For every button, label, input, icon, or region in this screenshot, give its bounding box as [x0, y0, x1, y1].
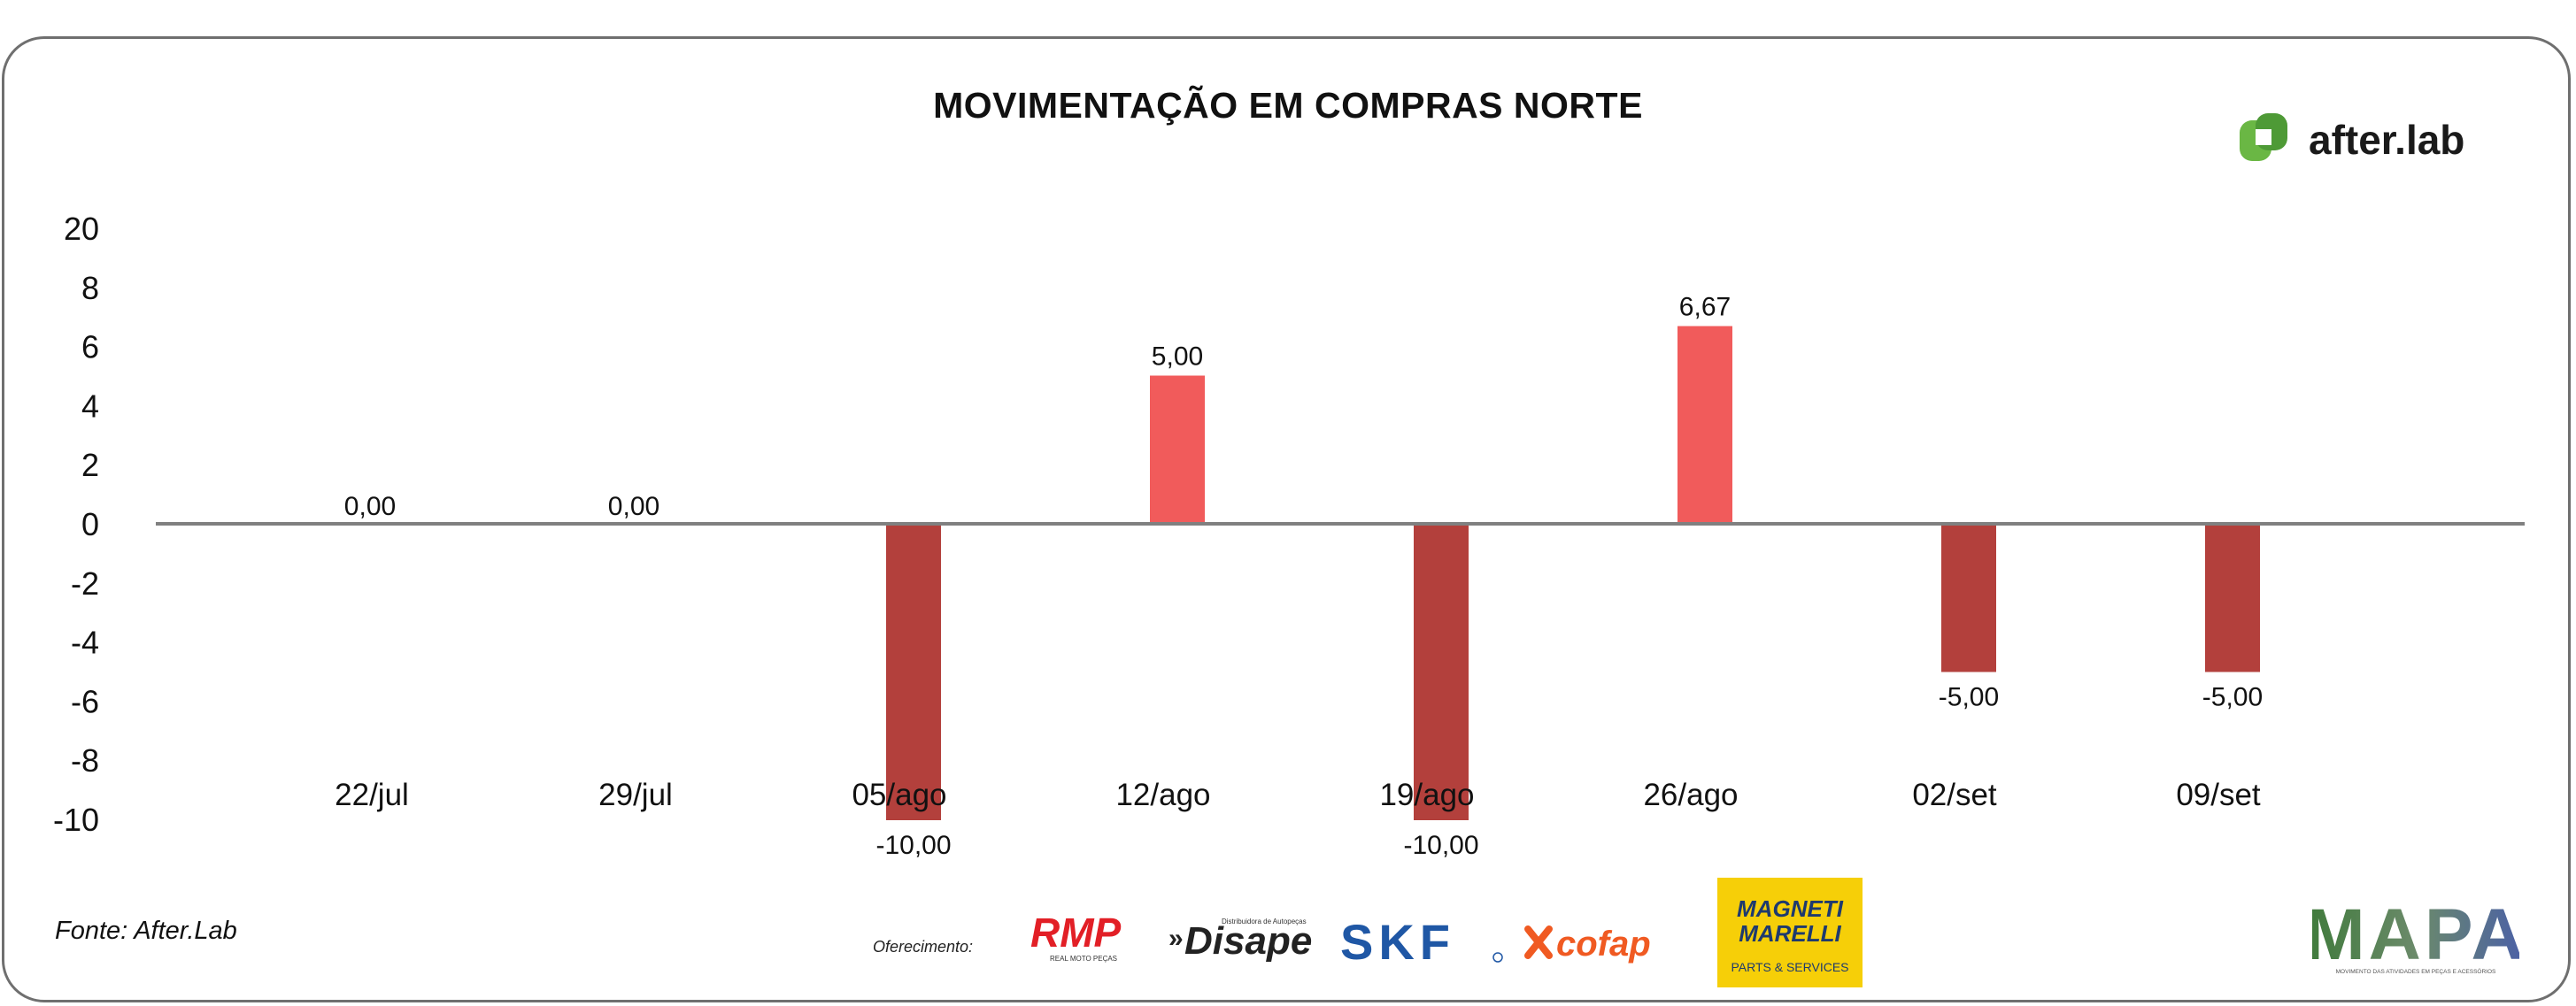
rmp-text: RMP	[1030, 911, 1122, 956]
value-label: -5,00	[1939, 683, 1999, 712]
afterlab-text: after.lab	[2309, 117, 2464, 163]
y-tick-label: -6	[71, 683, 99, 719]
x-tick-label: 26/ago	[1643, 778, 1738, 812]
bar	[2205, 524, 2260, 672]
bar	[1677, 326, 1732, 524]
y-tick-label: -8	[71, 742, 99, 779]
rmp-subtext: REAL MOTO PEÇAS	[1050, 955, 1117, 963]
x-tick-label: 09/set	[2176, 778, 2261, 812]
value-label: -10,00	[1403, 831, 1478, 860]
y-tick-label: 4	[81, 388, 99, 424]
x-tick-label: 02/set	[1912, 778, 1997, 812]
magneti-marelli-logo: MAGNETI MARELLI PARTS & SERVICES	[1717, 878, 1863, 987]
chart-title: MOVIMENTAÇÃO EM COMPRAS NORTE	[933, 85, 1643, 126]
disape-text: Disape	[1184, 919, 1312, 963]
value-labels: 0,00 0,00 -10,00 5,00 -10,00 6,67 -5,00 -5,00	[344, 293, 2263, 860]
value-label: 5,00	[1152, 342, 1203, 372]
x-tick-label: 29/jul	[598, 778, 673, 812]
value-label: -5,00	[2202, 683, 2263, 712]
x-tick-label: 05/ago	[852, 778, 946, 812]
value-label: 0,00	[608, 492, 659, 521]
value-label: 0,00	[344, 492, 396, 521]
y-tick-label: 6	[81, 329, 99, 365]
disape-subtext: Distribuidora de Autopeças	[1222, 918, 1307, 925]
y-tick-label: 20	[64, 211, 99, 247]
y-tick-label: 2	[81, 447, 99, 483]
afterlab-mark-icon	[2240, 113, 2287, 161]
bar	[886, 524, 941, 820]
y-tick-label: 8	[81, 270, 99, 306]
bar	[1414, 524, 1469, 820]
mapa-logo: MAPA MOVIMENTO DAS ATIVIDADES EM PEÇAS E…	[2312, 899, 2519, 975]
disape-logo: Distribuidora de Autopeças » Disape	[1168, 918, 1312, 963]
rmp-logo: RMP REAL MOTO PEÇAS	[1030, 911, 1122, 963]
cofap-logo: cofap	[1524, 925, 1651, 964]
bar	[1941, 524, 1996, 672]
value-label: 6,67	[1679, 293, 1731, 322]
mapa-text: MAPA	[2312, 899, 2519, 975]
x-tick-label: 19/ago	[1379, 778, 1474, 812]
magneti-text: MAGNETI	[1737, 895, 1844, 922]
x-axis-labels: 22/jul 29/jul 05/ago 12/ago 19/ago 26/ago 02/s…	[335, 778, 2261, 812]
x-tick-label: 22/jul	[335, 778, 409, 812]
y-tick-label: -10	[53, 802, 99, 838]
sponsor-label: Oferecimento:	[873, 938, 974, 956]
y-tick-label: 0	[81, 506, 99, 542]
marelli-text: MARELLI	[1739, 920, 1841, 947]
bars	[886, 326, 2260, 820]
svg-text:»: »	[1168, 924, 1184, 953]
afterlab-logo: after.lab	[2240, 113, 2464, 163]
mapa-subtext: MOVIMENTO DAS ATIVIDADES EM PEÇAS E ACES…	[2336, 967, 2496, 975]
cofap-text: cofap	[1556, 925, 1651, 964]
x-tick-label: 12/ago	[1115, 778, 1210, 812]
chart-card	[2, 36, 2571, 1002]
y-tick-label: -4	[71, 625, 99, 661]
y-tick-label: -2	[71, 565, 99, 602]
value-label: -10,00	[875, 831, 951, 860]
magneti-subtext: PARTS & SERVICES	[1731, 960, 1848, 974]
bar	[1150, 375, 1205, 524]
skf-text: SKF	[1340, 917, 1455, 968]
source-note: Fonte: After.Lab	[55, 917, 237, 945]
skf-logo: SKF	[1340, 917, 1503, 968]
cofap-x-icon	[1524, 925, 1553, 959]
